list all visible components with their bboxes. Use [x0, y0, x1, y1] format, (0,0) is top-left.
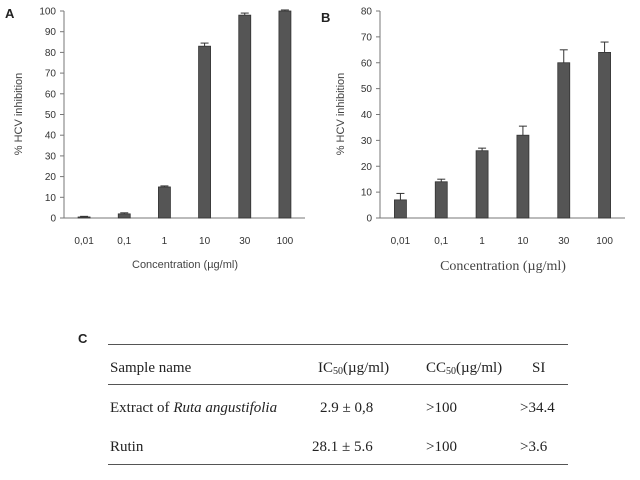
x-tick-label: 1	[479, 236, 485, 247]
table-row-name: Extract of Ruta angustifolia	[110, 400, 277, 417]
x-tick-label: 100	[277, 236, 294, 247]
row-name-italic: Ruta angustifolia	[173, 400, 278, 416]
table-top-rule	[108, 344, 568, 345]
y-tick-label: 30	[361, 136, 373, 147]
y-tick-label: 50	[361, 84, 373, 95]
x-tick-label: 0,1	[434, 236, 448, 247]
cc50-subscript: 50	[446, 366, 457, 377]
y-tick-label: 40	[45, 131, 57, 142]
x-tick-label: 0,01	[74, 236, 94, 247]
row-name-prefix: Extract of	[110, 400, 174, 416]
table-header-rule	[108, 384, 568, 385]
y-tick-label: 0	[366, 214, 372, 225]
table-bottom-rule	[108, 464, 568, 465]
x-tick-label: 10	[199, 236, 211, 247]
x-tick-label: 100	[596, 236, 613, 247]
ic50-unit: (µg/ml)	[343, 360, 390, 376]
y-tick-label: 70	[361, 32, 373, 43]
y-tick-label: 0	[50, 214, 56, 225]
y-tick-label: 10	[361, 188, 373, 199]
panel-label-a: A	[5, 6, 15, 21]
ic50-base: IC	[318, 360, 333, 376]
table-cell-ic50: 28.1 ± 5.6	[312, 439, 373, 455]
chart-b: 0 10 20 30 40 50 60 70 80 0,01 0,1 1 10 30 100 Concentr…	[335, 7, 625, 274]
y-axis-title: % HCV inhibition	[13, 73, 25, 156]
y-tick-label: 40	[361, 110, 373, 121]
bar	[598, 52, 611, 219]
y-axis-title: % HCV inhibition	[335, 73, 347, 156]
bar	[434, 181, 448, 219]
y-tick-label: 60	[361, 58, 373, 69]
x-tick-label: 0,1	[117, 236, 131, 247]
y-tick-label: 60	[45, 89, 57, 100]
table-row-name: Rutin	[110, 439, 143, 456]
y-tick-label: 10	[45, 193, 57, 204]
table-cell-ic50: 2.9 ± 0,8	[320, 400, 374, 416]
x-tick-label: 10	[517, 236, 529, 247]
bar	[516, 134, 530, 219]
bar	[475, 150, 489, 219]
x-axis-title: Concentration (µg/ml)	[440, 259, 566, 274]
y-tick-label: 20	[45, 172, 57, 183]
chart-a: 0 10 20 30 40 50 60 70 80 90 100 0,01 0,1 1 10 30 100 Con…	[13, 7, 305, 271]
y-tick-label: 80	[361, 7, 373, 18]
x-tick-label: 1	[162, 236, 168, 247]
table-cell-si: >34.4	[520, 400, 555, 416]
y-tick-label: 20	[361, 162, 373, 173]
y-tick-label: 30	[45, 151, 57, 162]
y-tick-label: 50	[45, 110, 57, 121]
table-cell-si: >3.6	[520, 439, 548, 455]
table-cell-cc50: >100	[426, 400, 457, 416]
table-cell-cc50: >100	[426, 439, 457, 455]
ic50-subscript: 50	[333, 366, 343, 377]
x-axis-title: Concentration (µg/ml)	[132, 259, 238, 271]
cc50-unit: (µg/ml)	[456, 360, 503, 376]
bar	[557, 62, 571, 219]
x-tick-label: 30	[239, 236, 251, 247]
x-tick-label: 0,01	[391, 236, 411, 247]
col-header-cc50: CC50(µg/ml)	[426, 360, 502, 377]
panel-label-b: B	[321, 10, 331, 25]
panel-label-c: C	[78, 331, 88, 346]
bar	[394, 199, 407, 219]
row-name-prefix: Rutin	[110, 439, 144, 455]
y-tick-label: 90	[45, 27, 57, 38]
y-tick-label: 70	[45, 69, 57, 80]
col-header-ic50: IC50(µg/ml)	[318, 360, 389, 377]
col-header-si: SI	[532, 360, 546, 376]
y-tick-label: 80	[45, 48, 57, 59]
col-header-sample-name: Sample name	[110, 360, 192, 376]
cc50-base: CC	[426, 360, 447, 376]
x-tick-label: 30	[558, 236, 570, 247]
y-tick-label: 100	[39, 7, 56, 18]
